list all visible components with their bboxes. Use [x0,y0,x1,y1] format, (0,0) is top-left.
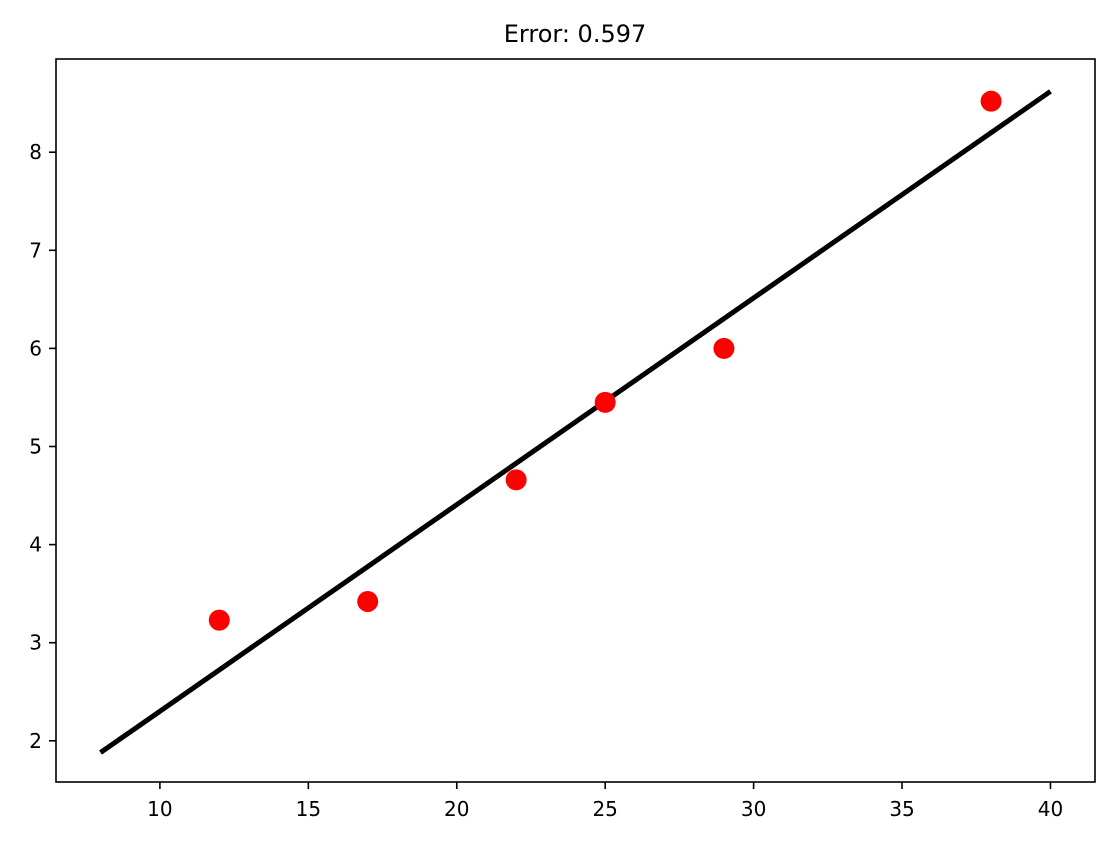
data-point [713,337,735,359]
y-tick-label: 7 [29,238,42,262]
x-tick-label: 10 [147,797,172,821]
x-tick-label: 35 [889,797,914,821]
data-point [208,609,230,631]
x-tick-label: 30 [741,797,766,821]
plot-frame [55,58,1096,783]
y-tick-label: 5 [29,434,42,458]
chart-title: Error: 0.597 [504,20,647,48]
x-tick-label: 15 [296,797,321,821]
y-tick-label: 6 [29,336,42,360]
y-tick-label: 2 [29,729,42,753]
y-tick-label: 4 [29,533,42,557]
fit-line [99,89,1052,755]
data-point [357,590,379,612]
y-axis-ticks: 2 3 4 5 6 7 8 [29,140,56,753]
x-tick-label: 20 [444,797,469,821]
data-point [980,90,1002,112]
y-tick-label: 8 [29,140,42,164]
fit-line-layer [99,89,1052,755]
y-tick-label: 3 [29,631,42,655]
data-points-layer [208,90,1002,631]
x-tick-label: 25 [592,797,617,821]
x-axis-ticks: 10 15 20 25 30 35 40 [147,782,1063,821]
x-tick-label: 40 [1038,797,1063,821]
data-point [594,391,616,413]
data-point [505,469,527,491]
